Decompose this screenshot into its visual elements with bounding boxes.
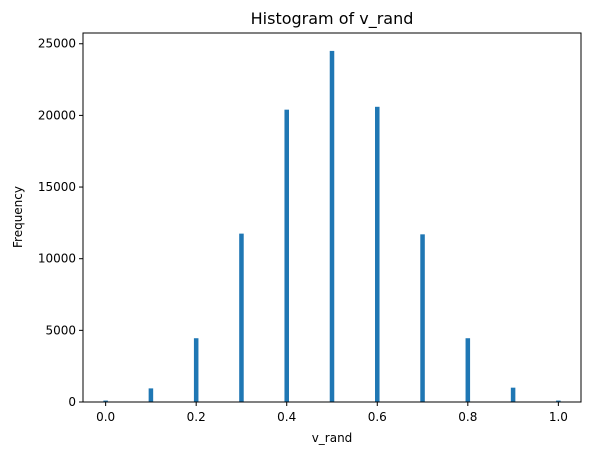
y-tick-label: 5000 <box>45 323 76 337</box>
histogram-bar <box>420 234 425 402</box>
histogram-bar <box>239 233 244 402</box>
histogram-bar <box>103 400 108 402</box>
y-axis-label: Frequency <box>11 186 25 248</box>
histogram-bar <box>465 338 471 402</box>
y-axis-ticks: 0 5000 10000 15000 20000 25000 <box>38 37 83 409</box>
y-tick-label: 0 <box>68 395 76 409</box>
x-axis-label: v_rand <box>312 431 353 445</box>
histogram-bar <box>375 106 380 403</box>
plot-frame <box>82 32 582 403</box>
x-tick-label: 0.2 <box>187 410 206 424</box>
histogram-bar <box>193 338 199 402</box>
x-tick-label: 0.6 <box>368 410 387 424</box>
histogram-bar <box>148 388 154 402</box>
y-tick-label: 15000 <box>38 180 76 194</box>
histogram-bar <box>556 400 561 402</box>
histogram-bar <box>510 387 516 402</box>
x-tick-label: 0.8 <box>458 410 477 424</box>
bars-group <box>103 50 561 403</box>
histogram-bar <box>284 109 289 402</box>
y-tick-label: 10000 <box>38 252 76 266</box>
x-tick-label: 0.4 <box>277 410 296 424</box>
y-tick-label: 20000 <box>38 108 76 122</box>
x-axis-ticks: 0.0 0.2 0.4 0.6 0.8 1.0 <box>96 402 568 424</box>
y-tick-label: 25000 <box>38 37 76 51</box>
chart-title: Histogram of v_rand <box>251 9 414 29</box>
x-tick-label: 1.0 <box>549 410 568 424</box>
histogram-bar <box>329 50 335 402</box>
x-tick-label: 0.0 <box>96 410 115 424</box>
